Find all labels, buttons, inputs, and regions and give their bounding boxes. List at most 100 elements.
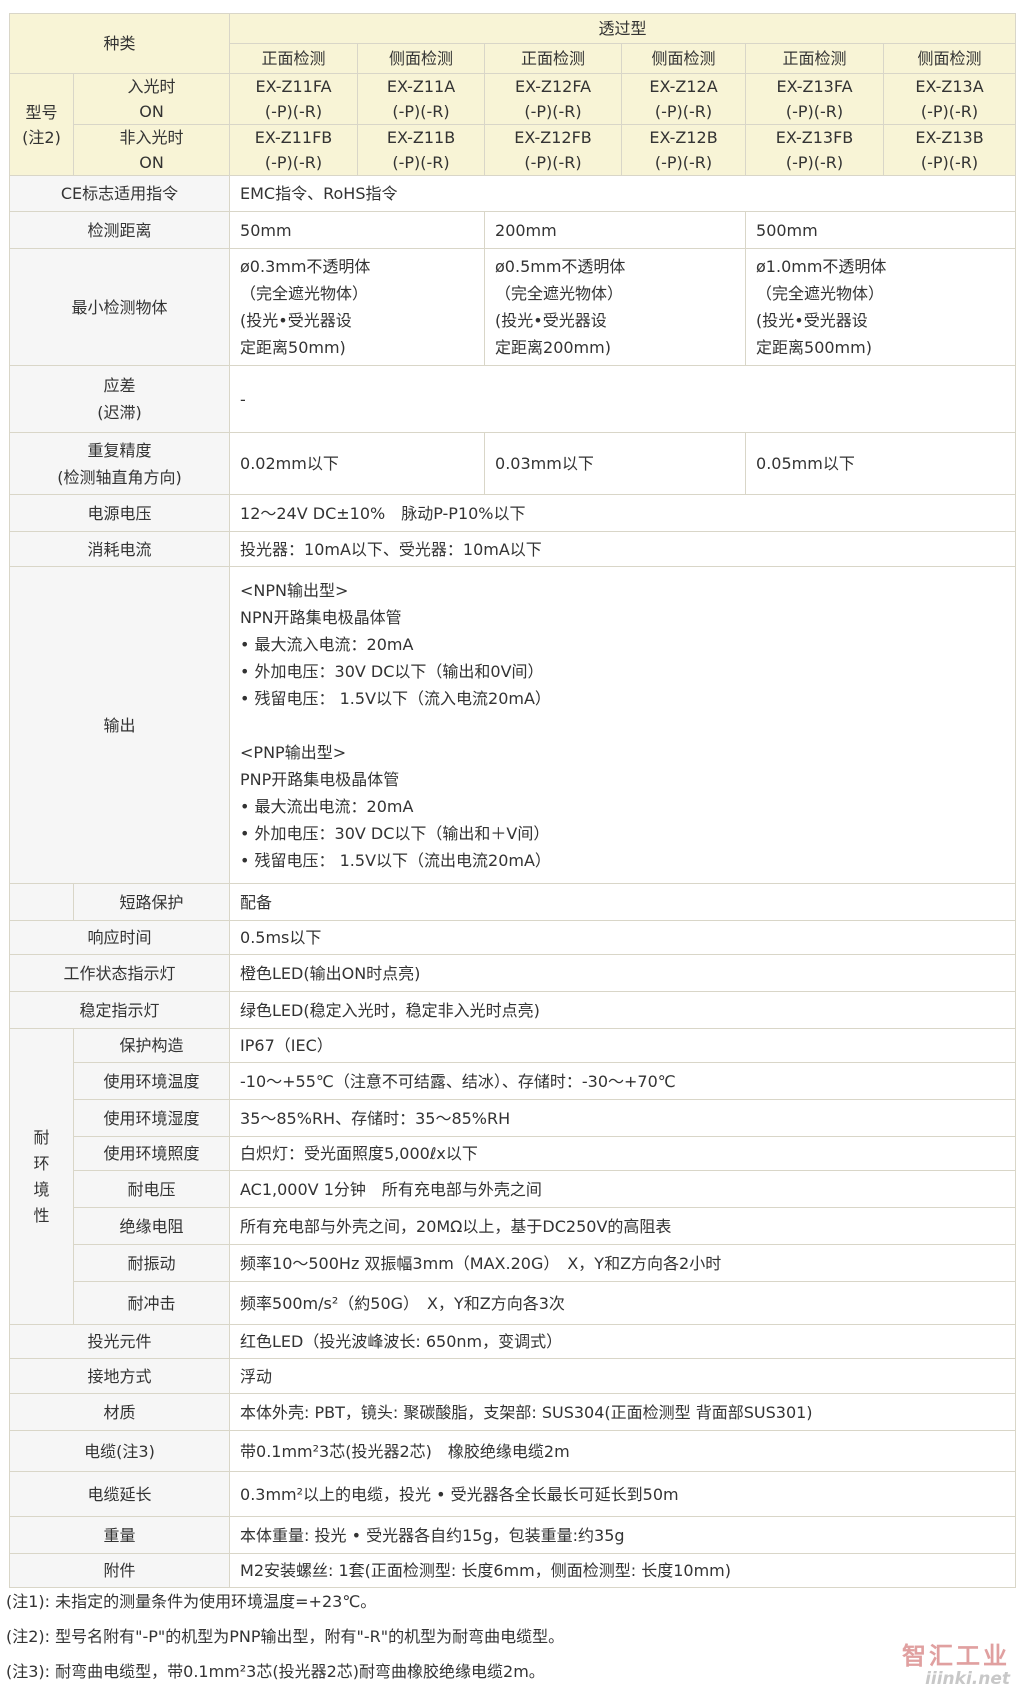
row-value: 500mm <box>745 211 1017 249</box>
spec-row: 输出 <NPN输出型> NPN开路集电极晶体管 • 最大流入电流：20mA • 外… <box>8 566 1017 884</box>
row-value: 频率10～500Hz 双振幅3mm（MAX.20G） X，Y和Z方向各2小时 <box>229 1244 1017 1282</box>
spec-row: 最小检测物体 ø0.3mm不透明体 （完全遮光物体） (投光•受光器设 定距离50… <box>8 248 1017 366</box>
row-value: ø1.0mm不透明体 （完全遮光物体） (投光•受光器设 定距离500mm) <box>745 248 1017 366</box>
spec-row: 使用环境照度 白炽灯：受光面照度5,000ℓx以下 <box>10 1136 1017 1171</box>
row-label: 电缆延长 <box>8 1471 231 1517</box>
row-label: 耐振动 <box>72 1244 231 1282</box>
type-label: 透过型 <box>229 13 1017 44</box>
model-cell: EX-Z12FB (-P)(-R) <box>484 124 623 176</box>
row-value: 0.02mm以下 <box>229 432 486 495</box>
row-value: 频率500m/s²（約50G） X，Y和Z方向各3次 <box>229 1281 1017 1325</box>
header-row-direction: 正面检测 侧面检测 正面检测 侧面检测 正面检测 侧面检测 <box>10 43 1017 74</box>
row-label: 消耗电流 <box>8 531 231 567</box>
row-label: CE标志适用指令 <box>8 175 231 212</box>
row-value: 配备 <box>229 883 1017 921</box>
row-label: 耐电压 <box>72 1170 231 1208</box>
watermark-site: iiinki.net <box>925 1669 1010 1689</box>
row-value: M2安装螺丝: 1套(正面检测型: 长度6mm，侧面检测型: 长度10mm) <box>229 1553 1017 1588</box>
model-cell: EX-Z11B (-P)(-R) <box>357 124 486 176</box>
row-label: 工作状态指示灯 <box>8 954 231 992</box>
row-label: 重复精度 (检测轴直角方向) <box>8 432 231 495</box>
model-cell: EX-Z13B (-P)(-R) <box>883 124 1017 176</box>
header-row-light-on: 型号 (注2) 入光时 ON EX-Z11FA (-P)(-R) EX-Z11A … <box>9 73 1017 176</box>
spec-row: 使用环境湿度 35～85%RH、存储时：35～85%RH <box>10 1099 1017 1137</box>
spec-row: 绝缘电阻 所有充电部与外壳之间，20MΩ以上，基于DC250V的高阻表 <box>10 1207 1017 1245</box>
spec-row: 应差 (迟滞) - <box>8 365 1017 433</box>
spec-row: 稳定指示灯 绿色LED(稳定入光时，稳定非入光时点亮) <box>8 991 1017 1029</box>
model-cell: EX-Z12B (-P)(-R) <box>621 124 747 176</box>
row-value: ø0.3mm不透明体 （完全遮光物体） (投光•受光器设 定距离50mm) <box>229 248 486 366</box>
spec-row: 重量 本体重量: 投光 • 受光器各自约15g，包装重量:约35g <box>8 1516 1017 1554</box>
model-cell: EX-Z11FA (-P)(-R) <box>229 73 359 125</box>
direction-cell: 正面检测 <box>745 43 885 74</box>
row-value: 白炽灯：受光面照度5,000ℓx以下 <box>229 1136 1017 1171</box>
spec-row: 检测距离 50mm 200mm 500mm <box>8 211 1017 249</box>
spec-row: 短路保护 配备 <box>9 883 1017 921</box>
row-label: 接地方式 <box>8 1358 231 1394</box>
light-on-label: 入光时 ON <box>72 73 231 125</box>
direction-cell: 侧面检测 <box>883 43 1017 74</box>
model-cell: EX-Z12FA (-P)(-R) <box>484 73 623 125</box>
spec-row: 耐 环 境 性保护构造 IP67（IEC） <box>9 1028 1017 1325</box>
spec-row: 工作状态指示灯 橙色LED(输出ON时点亮) <box>8 954 1017 992</box>
row-value: ø0.5mm不透明体 （完全遮光物体） (投光•受光器设 定距离200mm) <box>484 248 747 366</box>
row-value: -10～+55℃（注意不可结露、结冰）、存储时：-30～+70℃ <box>229 1062 1017 1100</box>
spec-row: 材质 本体外壳: PBT，镜头: 聚碳酸脂，支架部: SUS304(正面检测型 背… <box>8 1393 1017 1431</box>
spec-row: 耐电压 AC1,000V 1分钟 所有充电部与外壳之间 <box>10 1170 1017 1208</box>
model-label: 型号 (注2) <box>9 73 74 176</box>
spec-row: 使用环境温度 -10～+55℃（注意不可结露、结冰）、存储时：-30～+70℃ <box>10 1062 1017 1100</box>
row-value: EMC指令、RoHS指令 <box>229 175 1017 212</box>
row-label: 应差 (迟滞) <box>8 365 231 433</box>
row-label: 稳定指示灯 <box>8 991 231 1029</box>
row-value: IP67（IEC） <box>229 1028 1017 1063</box>
row-label: 耐冲击 <box>72 1281 231 1325</box>
row-label: 短路保护 <box>72 883 231 921</box>
direction-cell: 正面检测 <box>484 43 623 74</box>
spec-row: 响应时间 0.5ms以下 <box>8 920 1017 955</box>
kind-label: 种类 <box>8 13 231 74</box>
footnotes: (注1): 未指定的测量条件为使用环境温度=+23℃。 (注2): 型号名附有"… <box>6 1584 564 1689</box>
row-label: 检测距离 <box>8 211 231 249</box>
row-label: 电源电压 <box>8 494 231 532</box>
row-value: 红色LED（投光波峰波长: 650nm，变调式） <box>229 1324 1017 1359</box>
row-label: 使用环境湿度 <box>72 1099 231 1137</box>
direction-cell: 侧面检测 <box>357 43 486 74</box>
model-cell: EX-Z13FB (-P)(-R) <box>745 124 885 176</box>
model-cell: EX-Z11A (-P)(-R) <box>357 73 486 125</box>
direction-cell: 正面检测 <box>229 43 359 74</box>
row-label: 绝缘电阻 <box>72 1207 231 1245</box>
row-label-spacer <box>9 883 74 921</box>
row-value: 200mm <box>484 211 747 249</box>
spec-row: 电缆延长 0.3mm²以上的电缆，投光 • 受光器各全长最长可延长到50m <box>8 1471 1017 1517</box>
row-value: 浮动 <box>229 1358 1017 1394</box>
footnote-2: (注2): 型号名附有"-P"的机型为PNP输出型，附有"-R"的机型为耐弯曲电… <box>6 1627 565 1646</box>
row-value: 本体外壳: PBT，镜头: 聚碳酸脂，支架部: SUS304(正面检测型 背面部… <box>229 1393 1017 1431</box>
spec-row: 耐振动 频率10～500Hz 双振幅3mm（MAX.20G） X，Y和Z方向各2小… <box>10 1244 1017 1282</box>
watermark-logo: 智汇工业 iiinki.net <box>902 1636 1010 1689</box>
light-off-label: 非入光时 ON <box>72 124 231 176</box>
row-value: 本体重量: 投光 • 受光器各自约15g，包装重量:约35g <box>229 1516 1017 1554</box>
row-label: 响应时间 <box>8 920 231 955</box>
row-value: <NPN输出型> NPN开路集电极晶体管 • 最大流入电流：20mA • 外加电… <box>229 566 1017 884</box>
row-label: 附件 <box>8 1553 231 1588</box>
row-label: 重量 <box>8 1516 231 1554</box>
row-label: 电缆(注3) <box>8 1430 231 1472</box>
header-row-light-off: 非入光时 ON EX-Z11FB (-P)(-R) EX-Z11B (-P)(-R… <box>10 124 1017 176</box>
spec-row: 重复精度 (检测轴直角方向) 0.02mm以下 0.03mm以下 0.05mm以下 <box>8 432 1017 495</box>
direction-cell: 侧面检测 <box>621 43 747 74</box>
watermark-name: 智汇工业 <box>902 1642 1010 1670</box>
model-cell: EX-Z13FA (-P)(-R) <box>745 73 885 125</box>
row-value: 35～85%RH、存储时：35～85%RH <box>229 1099 1017 1137</box>
row-label: 输出 <box>8 566 231 884</box>
model-cell: EX-Z11FB (-P)(-R) <box>229 124 359 176</box>
row-value: 投光器：10mA以下、受光器：10mA以下 <box>229 531 1017 567</box>
row-value: 12～24V DC±10% 脉动P-P10%以下 <box>229 494 1017 532</box>
row-value: 橙色LED(输出ON时点亮) <box>229 954 1017 992</box>
spec-row: 附件 M2安装螺丝: 1套(正面检测型: 长度6mm，侧面检测型: 长度10mm) <box>8 1553 1017 1588</box>
spec-row: 接地方式 浮动 <box>8 1358 1017 1394</box>
row-value: 0.05mm以下 <box>745 432 1017 495</box>
spec-row: 电源电压 12～24V DC±10% 脉动P-P10%以下 <box>8 494 1017 532</box>
row-value: 50mm <box>229 211 486 249</box>
row-label: 使用环境温度 <box>72 1062 231 1100</box>
row-label: 投光元件 <box>8 1324 231 1359</box>
